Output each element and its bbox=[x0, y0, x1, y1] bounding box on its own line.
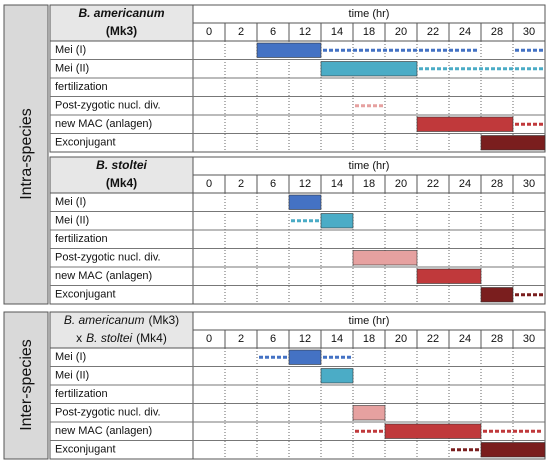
time-label: 6 bbox=[270, 333, 276, 345]
title-segment: x bbox=[76, 331, 82, 345]
row-label: Exconjugant bbox=[55, 137, 116, 149]
phase-bar bbox=[352, 250, 418, 266]
row-label: Exconjugant bbox=[55, 289, 116, 301]
row-label: fertilization bbox=[55, 81, 108, 93]
phase-bar bbox=[320, 61, 418, 77]
time-label: 20 bbox=[395, 26, 407, 38]
phase-bar bbox=[416, 268, 482, 284]
time-label: 18 bbox=[363, 333, 375, 345]
time-label: 0 bbox=[206, 26, 212, 38]
table-title: B. americanum (Mk3) bbox=[64, 313, 179, 327]
time-label: 24 bbox=[459, 26, 471, 38]
row-label: Mei (II) bbox=[55, 215, 89, 227]
phase-bar bbox=[256, 42, 322, 58]
phase-bar bbox=[320, 213, 354, 229]
row-label: Post-zygotic nucl. div. bbox=[55, 407, 161, 419]
time-label: 24 bbox=[459, 333, 471, 345]
time-label: 30 bbox=[523, 26, 535, 38]
table-title: x B. stoltei (Mk4) bbox=[76, 331, 167, 345]
phase-bar bbox=[352, 405, 386, 421]
time-label: 28 bbox=[491, 333, 503, 345]
title-segment: (Mk3) bbox=[149, 313, 180, 327]
row-label: Exconjugant bbox=[55, 444, 116, 456]
title-segment: (Mk4) bbox=[136, 331, 167, 345]
time-label: 22 bbox=[427, 333, 439, 345]
time-label: 12 bbox=[299, 178, 311, 190]
side-label: Intra-species bbox=[18, 108, 35, 200]
row-label: fertilization bbox=[55, 233, 108, 245]
row-label: new MAC (anlagen) bbox=[55, 270, 152, 282]
side-label: Inter-species bbox=[18, 339, 35, 431]
time-label: 18 bbox=[363, 178, 375, 190]
time-label: 30 bbox=[523, 333, 535, 345]
row-label: new MAC (anlagen) bbox=[55, 118, 152, 130]
time-label: 18 bbox=[363, 26, 375, 38]
table-title: (Mk3) bbox=[106, 24, 137, 38]
time-label: 30 bbox=[523, 178, 535, 190]
time-label: 20 bbox=[395, 333, 407, 345]
time-label: 24 bbox=[459, 178, 471, 190]
title-segment: B. stoltei bbox=[86, 331, 132, 345]
time-label: 6 bbox=[270, 178, 276, 190]
phase-bar bbox=[480, 135, 546, 151]
time-label: 0 bbox=[206, 178, 212, 190]
row-label: Mei (II) bbox=[55, 370, 89, 382]
row-label: Mei (II) bbox=[55, 63, 89, 75]
time-label: 2 bbox=[238, 178, 244, 190]
title-segment: (Mk4) bbox=[106, 176, 137, 190]
phase-bar bbox=[384, 423, 482, 439]
time-label: 14 bbox=[331, 26, 343, 38]
phase-bar bbox=[288, 349, 322, 365]
row-label: Mei (I) bbox=[55, 44, 86, 56]
row-label: Mei (I) bbox=[55, 196, 86, 208]
time-label: 22 bbox=[427, 26, 439, 38]
time-header: time (hr) bbox=[349, 160, 390, 172]
phase-bar bbox=[416, 116, 514, 132]
row-label: Post-zygotic nucl. div. bbox=[55, 252, 161, 264]
time-label: 2 bbox=[238, 333, 244, 345]
time-label: 0 bbox=[206, 333, 212, 345]
table-title: B. stoltei bbox=[96, 158, 147, 172]
row-label: fertilization bbox=[55, 388, 108, 400]
time-header: time (hr) bbox=[349, 8, 390, 20]
phase-bar bbox=[288, 194, 322, 210]
time-label: 22 bbox=[427, 178, 439, 190]
title-cell bbox=[49, 156, 194, 194]
time-label: 6 bbox=[270, 26, 276, 38]
side-panel bbox=[3, 311, 49, 460]
time-label: 20 bbox=[395, 178, 407, 190]
time-label: 28 bbox=[491, 178, 503, 190]
time-label: 12 bbox=[299, 333, 311, 345]
table-title: B. americanum bbox=[78, 6, 164, 20]
title-segment: (Mk3) bbox=[106, 24, 137, 38]
time-label: 2 bbox=[238, 26, 244, 38]
table-title: (Mk4) bbox=[106, 176, 137, 190]
time-header: time (hr) bbox=[349, 315, 390, 327]
time-label: 28 bbox=[491, 26, 503, 38]
phase-bar bbox=[320, 368, 354, 384]
phase-bar bbox=[480, 287, 514, 303]
title-segment: B. americanum bbox=[64, 313, 145, 327]
row-label: Mei (I) bbox=[55, 351, 86, 363]
title-segment: B. americanum bbox=[78, 6, 164, 20]
row-label: new MAC (anlagen) bbox=[55, 425, 152, 437]
time-label: 12 bbox=[299, 26, 311, 38]
title-segment: B. stoltei bbox=[96, 158, 147, 172]
phase-bar bbox=[480, 442, 546, 458]
side-panel bbox=[3, 4, 49, 305]
time-label: 14 bbox=[331, 333, 343, 345]
time-label: 14 bbox=[331, 178, 343, 190]
row-label: Post-zygotic nucl. div. bbox=[55, 100, 161, 112]
